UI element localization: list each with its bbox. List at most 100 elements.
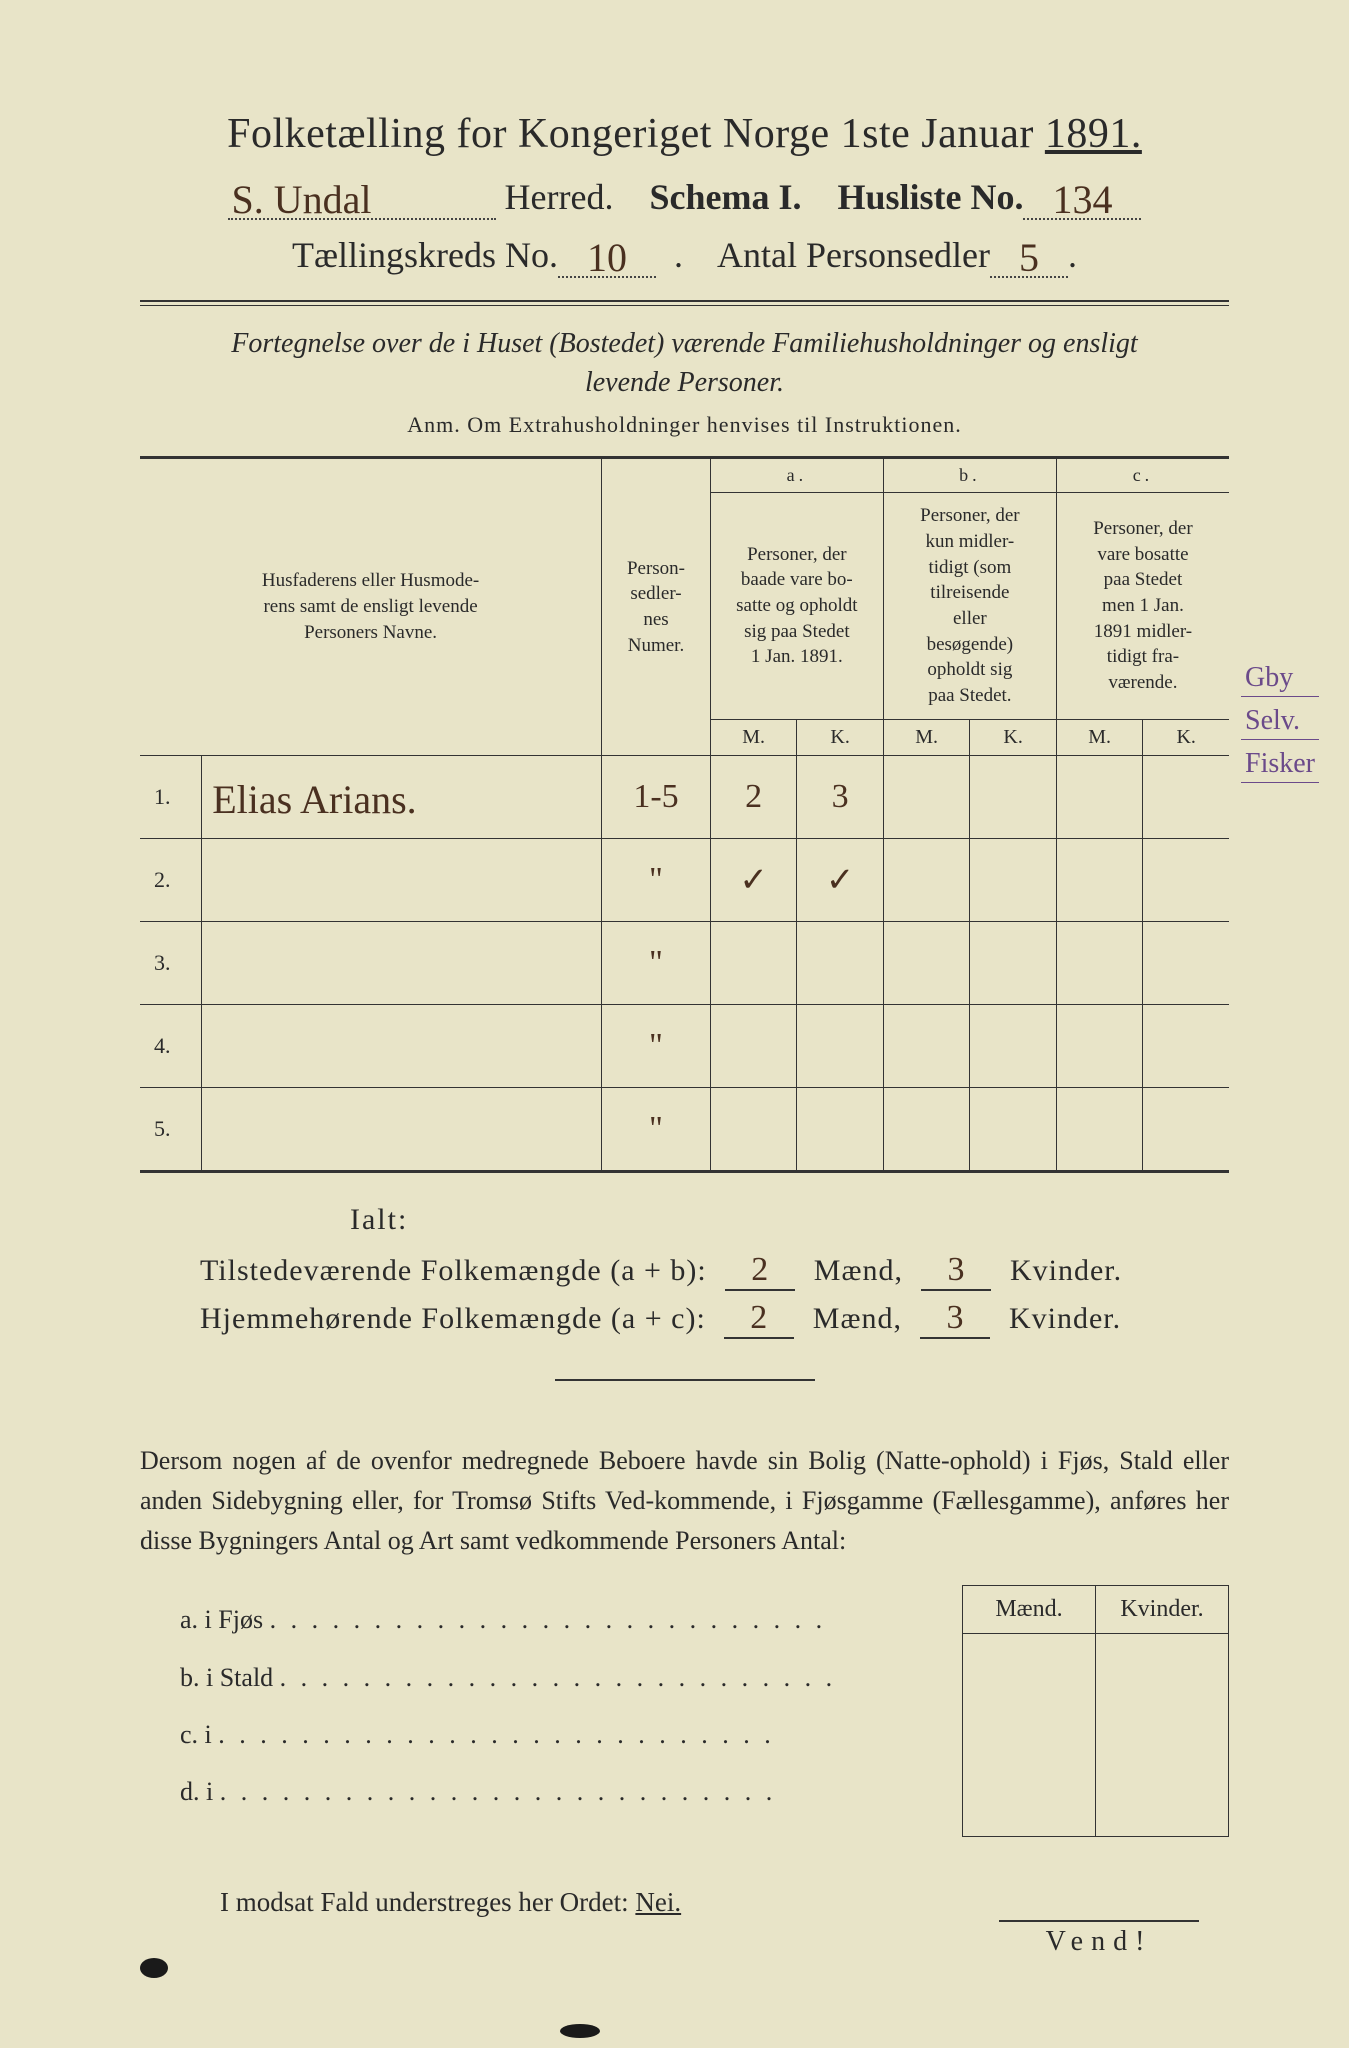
resident-m: 2 bbox=[750, 1299, 768, 1336]
row-b-m bbox=[883, 838, 970, 921]
page-title: Folketælling for Kongeriget Norge 1ste J… bbox=[140, 110, 1229, 158]
row-b-k bbox=[970, 1087, 1057, 1171]
vend-label: Vend! bbox=[999, 1920, 1199, 1958]
mk-m-header: Mænd. bbox=[963, 1586, 1096, 1634]
row-c-m bbox=[1056, 755, 1143, 838]
total-line-resident: Hjemmehørende Folkemængde (a + c): 2 Mæn… bbox=[200, 1299, 1229, 1339]
herred-value: S. Undal bbox=[232, 182, 372, 218]
row-a-m: 2 bbox=[710, 755, 797, 838]
present-m: 2 bbox=[751, 1251, 769, 1288]
row-num: 1-5 bbox=[602, 755, 711, 838]
col-header-c: Personer, der vare bosatte paa Stedet me… bbox=[1056, 493, 1229, 719]
col-header-num: Person- sedler- nes Numer. bbox=[602, 458, 711, 755]
row-a-m: ✓ bbox=[710, 838, 797, 921]
antal-value: 5 bbox=[1019, 240, 1039, 276]
mk-k-header: Kvinder. bbox=[1096, 1586, 1229, 1634]
page-defect bbox=[140, 1958, 168, 1978]
abcd-list: a. i Fjøs . . . . . . . . . . . . . . . … bbox=[140, 1591, 962, 1837]
row-a-k: 3 bbox=[797, 755, 884, 838]
antal-label: Antal Personsedler bbox=[717, 235, 990, 275]
table-row: 1.Elias Arians.1-523 bbox=[140, 755, 1229, 838]
margin-note-1: Gby bbox=[1241, 660, 1319, 697]
row-num: " bbox=[602, 921, 711, 1004]
table-row: 2."✓✓ bbox=[140, 838, 1229, 921]
building-paragraph: Dersom nogen af de ovenfor medregnede Be… bbox=[140, 1441, 1229, 1562]
col-header-name: Husfaderens eller Husmode- rens samt de … bbox=[140, 458, 602, 755]
item-a: a. i Fjøs . . . . . . . . . . . . . . . … bbox=[180, 1591, 962, 1648]
mk-m-cell bbox=[963, 1634, 1096, 1837]
col-header-b: Personer, der kun midler- tidigt (som ti… bbox=[883, 493, 1056, 719]
row-c-k bbox=[1143, 1087, 1229, 1171]
subtitle-line2: levende Personer. bbox=[585, 367, 784, 398]
row-num: " bbox=[602, 838, 711, 921]
row-a-k bbox=[797, 921, 884, 1004]
anm-note: Anm. Om Extrahusholdninger henvises til … bbox=[140, 412, 1229, 438]
row-name bbox=[202, 921, 602, 1004]
col-a-m: M. bbox=[710, 719, 797, 755]
margin-note-3: Fisker bbox=[1241, 746, 1319, 783]
kvinder-label: Kvinder. bbox=[1010, 1254, 1122, 1287]
kreds-value: 10 bbox=[587, 240, 627, 276]
title-text: Folketælling for Kongeriget Norge 1ste J… bbox=[227, 111, 1045, 157]
col-b-k: K. bbox=[970, 719, 1057, 755]
kreds-label: Tællingskreds No. bbox=[292, 235, 558, 275]
row-a-m bbox=[710, 1004, 797, 1087]
husliste-value: 134 bbox=[1052, 182, 1112, 218]
row-name: Elias Arians. bbox=[202, 755, 602, 838]
row-name bbox=[202, 1004, 602, 1087]
maend-label-2: Mænd, bbox=[813, 1302, 902, 1335]
ialt-label: Ialt: bbox=[350, 1203, 1229, 1237]
row-b-k bbox=[970, 838, 1057, 921]
mk-k-cell bbox=[1096, 1634, 1229, 1837]
row-b-k bbox=[970, 755, 1057, 838]
margin-annotations: Gby Selv. Fisker bbox=[1241, 660, 1319, 789]
header-line-2: S. Undal Herred. Schema I. Husliste No.1… bbox=[140, 176, 1229, 220]
subtitle: Fortegnelse over de i Huset (Bostedet) v… bbox=[140, 324, 1229, 402]
col-header-a: Personer, der baade vare bo- satte og op… bbox=[710, 493, 883, 719]
row-b-k bbox=[970, 1004, 1057, 1087]
herred-label: Herred. bbox=[505, 177, 614, 217]
col-a-letter: a. bbox=[710, 458, 883, 493]
nei-text: I modsat Fald understreges her Ordet: bbox=[220, 1887, 635, 1917]
row-c-k bbox=[1143, 921, 1229, 1004]
nei-word: Nei. bbox=[635, 1887, 681, 1917]
title-year: 1891. bbox=[1045, 111, 1142, 157]
row-num: " bbox=[602, 1087, 711, 1171]
col-b-letter: b. bbox=[883, 458, 1056, 493]
col-b-m: M. bbox=[883, 719, 970, 755]
row-c-m bbox=[1056, 921, 1143, 1004]
kvinder-label-2: Kvinder. bbox=[1009, 1302, 1121, 1335]
row-a-k bbox=[797, 1004, 884, 1087]
mk-table: Mænd. Kvinder. bbox=[962, 1585, 1229, 1837]
present-k: 3 bbox=[947, 1251, 965, 1288]
row-num: " bbox=[602, 1004, 711, 1087]
row-b-m bbox=[883, 755, 970, 838]
col-c-letter: c. bbox=[1056, 458, 1229, 493]
row-number: 1. bbox=[140, 755, 202, 838]
margin-note-2: Selv. bbox=[1241, 703, 1319, 740]
present-label: Tilstedeværende Folkemængde (a + b): bbox=[200, 1254, 707, 1287]
total-line-present: Tilstedeværende Folkemængde (a + b): 2 M… bbox=[200, 1251, 1229, 1291]
husliste-label: Husliste No. bbox=[837, 177, 1023, 217]
row-number: 4. bbox=[140, 1004, 202, 1087]
table-row: 4. " bbox=[140, 1004, 1229, 1087]
row-b-m bbox=[883, 921, 970, 1004]
resident-k: 3 bbox=[946, 1299, 964, 1336]
item-c: c. i . . . . . . . . . . . . . . . . . .… bbox=[180, 1706, 962, 1763]
row-name bbox=[202, 1087, 602, 1171]
row-c-k bbox=[1143, 1004, 1229, 1087]
row-c-k bbox=[1143, 755, 1229, 838]
row-name bbox=[202, 838, 602, 921]
header-line-3: Tællingskreds No.10 . Antal Personsedler… bbox=[140, 234, 1229, 278]
row-b-m bbox=[883, 1004, 970, 1087]
subtitle-line1: Fortegnelse over de i Huset (Bostedet) v… bbox=[231, 328, 1137, 359]
row-c-m bbox=[1056, 838, 1143, 921]
row-a-k: ✓ bbox=[797, 838, 884, 921]
table-row: 3." bbox=[140, 921, 1229, 1004]
census-form-page: Folketælling for Kongeriget Norge 1ste J… bbox=[0, 0, 1349, 2048]
row-c-m bbox=[1056, 1004, 1143, 1087]
col-c-m: M. bbox=[1056, 719, 1143, 755]
row-number: 2. bbox=[140, 838, 202, 921]
resident-label: Hjemmehørende Folkemængde (a + c): bbox=[200, 1302, 706, 1335]
row-a-m bbox=[710, 1087, 797, 1171]
